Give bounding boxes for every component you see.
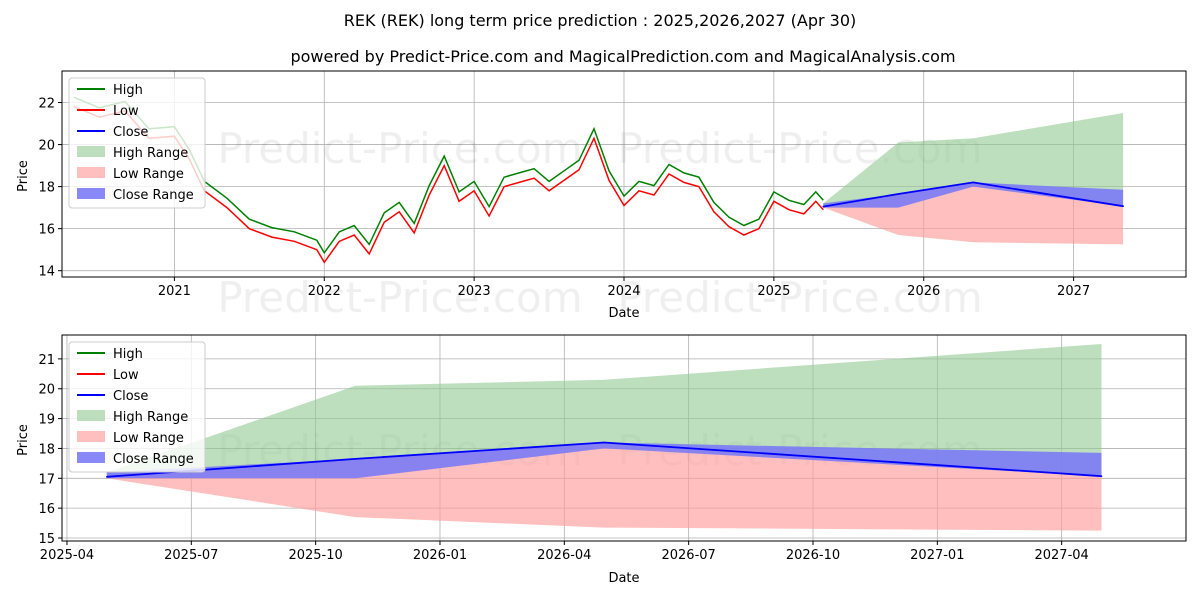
bot-x-tick-label: 2027-04 bbox=[1034, 548, 1088, 563]
chart-subtitle: powered by Predict-Price.com and Magical… bbox=[290, 47, 955, 66]
top-y-tick-label: 16 bbox=[38, 223, 55, 238]
top-legend-high-range-swatch bbox=[77, 146, 105, 157]
bot-close-line bbox=[106, 441, 1102, 478]
top-close-line bbox=[823, 181, 1124, 208]
bot-close-point bbox=[1100, 475, 1103, 478]
top-watermarks: Predict-Price.com Predict-Price.com Pred… bbox=[217, 124, 982, 322]
bot-y-tick-label: 21 bbox=[38, 353, 55, 368]
bottom-plot-border bbox=[61, 334, 1187, 542]
bot-close-range-band bbox=[106, 442, 1102, 479]
top-plot: Predict-Price.com Predict-Price.com Pred… bbox=[16, 70, 1187, 322]
top-x-tick-label: 2027 bbox=[1057, 284, 1090, 299]
bot-x-tick-label: 2025-10 bbox=[288, 548, 342, 563]
top-series bbox=[73, 96, 1124, 264]
bot-legend-low-range-label: Low Range bbox=[113, 431, 184, 446]
bottom-x-ticks: 2025-04 2025-07 2025-10 2026-01 2026-04 2026-… bbox=[40, 541, 1089, 563]
bot-high-range-band bbox=[106, 344, 1102, 477]
top-y-tick-label: 14 bbox=[38, 265, 55, 280]
top-close-point bbox=[1122, 205, 1124, 207]
top-close-point bbox=[972, 181, 974, 184]
watermark-top-1: Predict-Price.com bbox=[217, 124, 582, 173]
top-y-tick-label: 22 bbox=[38, 97, 55, 112]
top-legend-low-range-label: Low Range bbox=[113, 167, 184, 182]
top-legend: High Low Close High Range Low Range Close Ran… bbox=[68, 77, 206, 209]
bottom-plot: Predict-Price.com Predict-Price.com 2025… bbox=[16, 334, 1187, 586]
bot-x-tick-label: 2025-04 bbox=[40, 548, 94, 563]
bot-x-tick-label: 2026-07 bbox=[661, 548, 715, 563]
bot-y-tick-label: 20 bbox=[38, 383, 55, 398]
top-y-tick-label: 18 bbox=[38, 181, 55, 196]
top-x-ticks: 2021 2022 2023 2024 2025 2026 2027 bbox=[158, 277, 1090, 299]
top-legend-low-label: Low bbox=[113, 104, 139, 119]
top-close-point bbox=[822, 205, 825, 208]
top-x-tick-label: 2025 bbox=[757, 284, 790, 299]
top-x-tick-label: 2021 bbox=[158, 284, 191, 299]
top-y-tick-label: 20 bbox=[38, 139, 55, 154]
top-low-line bbox=[73, 106, 824, 264]
top-x-tick-label: 2024 bbox=[607, 284, 640, 299]
top-x-tick-label: 2023 bbox=[458, 284, 491, 299]
bot-y-tick-label: 17 bbox=[38, 472, 55, 487]
top-y-axis-label: Price bbox=[16, 160, 31, 192]
top-high-line bbox=[73, 96, 824, 255]
top-legend-close-label: Close bbox=[113, 125, 148, 140]
top-legend-close-range-label: Close Range bbox=[113, 188, 194, 203]
bot-x-tick-label: 2026-04 bbox=[537, 548, 591, 563]
bot-legend-low-range-swatch bbox=[77, 431, 105, 442]
bottom-series bbox=[106, 344, 1103, 531]
bot-x-tick-label: 2025-07 bbox=[164, 548, 218, 563]
top-x-axis-label: Date bbox=[608, 306, 639, 321]
watermark-top-4: Predict-Price.com bbox=[617, 273, 982, 322]
top-close-range-band bbox=[823, 182, 1124, 208]
top-high-range-band bbox=[823, 113, 1124, 207]
top-legend-low-range-swatch bbox=[77, 167, 105, 178]
bottom-x-axis-label: Date bbox=[608, 571, 639, 586]
bot-legend-high-range-swatch bbox=[77, 410, 105, 421]
bottom-y-axis-label: Price bbox=[16, 424, 31, 456]
bot-y-tick-label: 16 bbox=[38, 502, 55, 517]
bot-y-tick-label: 18 bbox=[38, 442, 55, 457]
bot-close-point bbox=[354, 458, 357, 460]
bot-x-tick-label: 2026-10 bbox=[786, 548, 840, 563]
bot-y-tick-label: 19 bbox=[38, 413, 55, 428]
bot-legend-close-range-label: Close Range bbox=[113, 452, 194, 467]
top-x-tick-label: 2026 bbox=[907, 284, 940, 299]
watermark-top-3: Predict-Price.com bbox=[217, 273, 582, 322]
bot-legend-close-label: Close bbox=[113, 389, 148, 404]
bot-legend-low-label: Low bbox=[113, 368, 139, 383]
bot-close-point bbox=[603, 441, 605, 444]
top-y-ticks: 14 16 18 20 22 bbox=[38, 97, 62, 280]
bot-y-tick-label: 15 bbox=[38, 532, 55, 547]
top-x-tick-label: 2022 bbox=[308, 284, 341, 299]
chart-title: REK (REK) long term price prediction : 2… bbox=[344, 11, 857, 30]
top-legend-high-label: High bbox=[113, 83, 143, 98]
bottom-y-ticks: 15 16 17 18 19 20 21 bbox=[38, 353, 62, 547]
top-legend-close-range-swatch bbox=[77, 188, 105, 199]
bot-x-tick-label: 2026-01 bbox=[413, 548, 467, 563]
bot-x-tick-label: 2027-01 bbox=[910, 548, 964, 563]
top-close-point bbox=[897, 193, 900, 195]
bot-close-point bbox=[106, 476, 108, 478]
bot-legend-high-range-label: High Range bbox=[113, 410, 188, 425]
top-legend-high-range-label: High Range bbox=[113, 146, 188, 161]
bot-legend-high-label: High bbox=[113, 347, 143, 362]
bottom-legend: High Low Close High Range Low Range Close Ran… bbox=[68, 341, 206, 473]
bot-legend-close-range-swatch bbox=[77, 452, 105, 463]
